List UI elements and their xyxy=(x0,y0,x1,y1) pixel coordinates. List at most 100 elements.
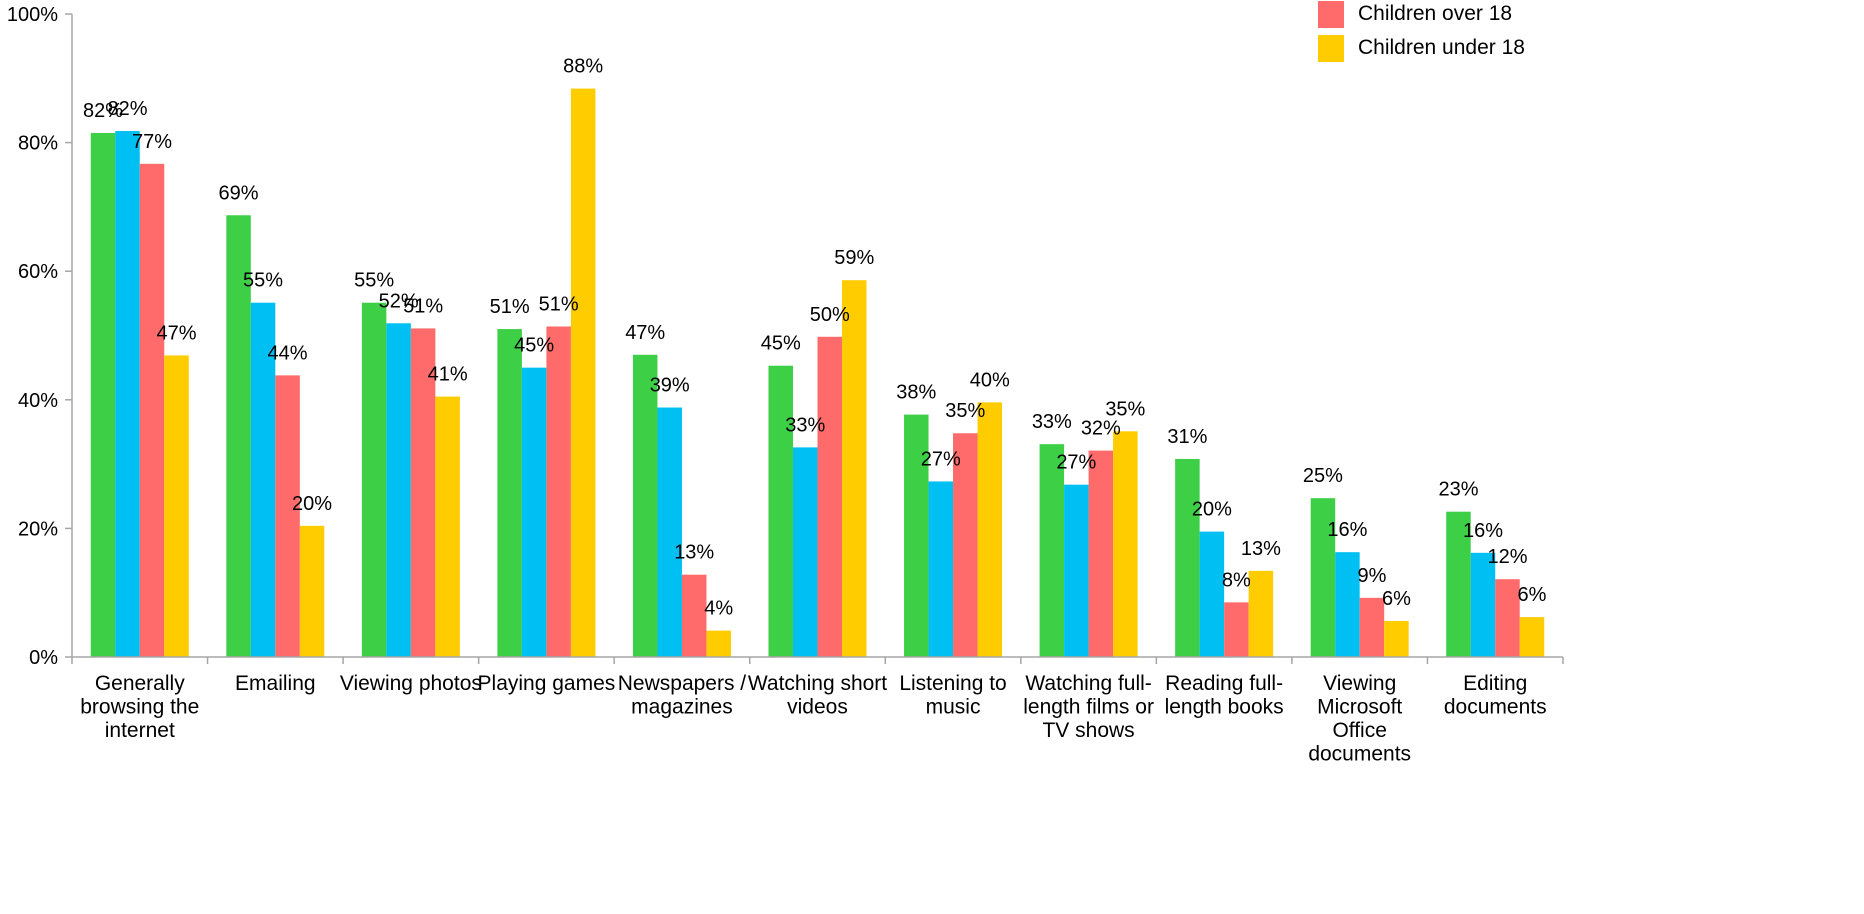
data-label: 16% xyxy=(1463,520,1503,542)
data-label: 33% xyxy=(785,414,825,436)
data-labels: 82%82%77%47%69%55%44%20%55%52%51%41%51%4… xyxy=(83,56,1547,620)
bar xyxy=(1088,450,1114,657)
x-category-label: music xyxy=(926,696,981,719)
data-label: 35% xyxy=(945,400,985,422)
x-category-label: Microsoft xyxy=(1317,696,1402,719)
legend: Children over 18 Children under 18 xyxy=(1318,1,1525,62)
bar xyxy=(1519,617,1545,657)
bar xyxy=(928,481,954,657)
bar xyxy=(706,630,731,657)
x-category-label: Watching full- xyxy=(1025,672,1151,695)
bar xyxy=(250,302,276,657)
bar xyxy=(953,433,978,657)
bar xyxy=(1113,431,1138,657)
y-tick-label: 60% xyxy=(18,261,58,283)
bar xyxy=(299,525,325,657)
data-label: 51% xyxy=(403,295,443,317)
data-label: 35% xyxy=(1105,398,1145,420)
data-label: 52% xyxy=(379,290,419,312)
bar xyxy=(275,375,300,657)
data-label: 9% xyxy=(1357,565,1386,587)
bars xyxy=(90,88,1545,657)
bar xyxy=(1446,511,1471,657)
y-tick-label: 100% xyxy=(7,4,58,26)
x-category-label: documents xyxy=(1444,696,1547,719)
data-label: 59% xyxy=(834,247,874,269)
data-label: 8% xyxy=(1222,569,1251,591)
data-label: 51% xyxy=(490,296,530,318)
bar xyxy=(1175,458,1200,657)
bar xyxy=(497,329,522,657)
y-tick-label: 0% xyxy=(29,647,58,669)
bar xyxy=(681,574,707,657)
bar xyxy=(904,414,929,657)
data-label: 47% xyxy=(625,322,665,344)
x-category-label: Reading full- xyxy=(1165,672,1283,695)
data-label: 6% xyxy=(1382,588,1411,610)
data-label: 45% xyxy=(514,335,554,357)
bar xyxy=(842,280,867,657)
bar xyxy=(817,336,842,657)
data-label: 4% xyxy=(704,598,733,620)
bar xyxy=(632,354,658,657)
y-tick-label: 80% xyxy=(18,133,58,155)
y-axis: 0% 20% 40% 60% 80% 100% xyxy=(7,4,73,669)
bar xyxy=(1470,552,1496,657)
x-category-label: Viewing xyxy=(1323,672,1396,695)
bar xyxy=(1335,552,1360,657)
bar xyxy=(521,367,547,657)
x-category-label: browsing the xyxy=(80,696,199,719)
data-label: 50% xyxy=(810,304,850,326)
x-category-label: Watching short xyxy=(748,672,887,695)
x-category-label: length books xyxy=(1165,696,1284,719)
data-label: 25% xyxy=(1303,465,1343,487)
x-category-label: length films or xyxy=(1023,696,1154,719)
bar xyxy=(164,355,189,657)
bar xyxy=(386,323,411,657)
bar xyxy=(1248,570,1274,657)
bar xyxy=(226,215,251,657)
x-category-label: documents xyxy=(1308,743,1411,766)
bar xyxy=(1359,597,1385,657)
bar xyxy=(410,328,436,657)
bar xyxy=(1064,484,1089,657)
x-category-label: Generally xyxy=(95,672,185,695)
data-label: 82% xyxy=(108,98,148,120)
data-label: 69% xyxy=(219,182,259,204)
data-label: 16% xyxy=(1327,519,1367,541)
x-category-label: Newspapers / xyxy=(618,672,747,695)
data-label: 6% xyxy=(1518,584,1547,606)
y-tick-label: 40% xyxy=(18,390,58,412)
data-label: 77% xyxy=(132,131,172,153)
x-category-label: Listening to xyxy=(899,672,1006,695)
x-category-label: internet xyxy=(105,719,175,742)
data-label: 41% xyxy=(428,364,468,386)
data-label: 55% xyxy=(354,270,394,292)
data-label: 55% xyxy=(243,270,283,292)
data-label: 20% xyxy=(292,493,332,515)
data-label: 32% xyxy=(1081,418,1121,440)
legend-swatch xyxy=(1318,35,1344,62)
data-label: 40% xyxy=(970,369,1010,391)
bar xyxy=(115,131,140,657)
data-label: 20% xyxy=(1192,499,1232,521)
bar xyxy=(1310,498,1336,657)
bar xyxy=(768,365,793,657)
x-category-label: videos xyxy=(787,696,848,719)
legend-swatch xyxy=(1318,1,1344,28)
bar xyxy=(793,447,818,657)
x-category-label: Editing xyxy=(1463,672,1527,695)
bar xyxy=(1039,444,1065,657)
data-label: 27% xyxy=(921,448,961,470)
legend-label: Children under 18 xyxy=(1358,36,1525,59)
bar xyxy=(657,407,682,657)
x-category-label: Playing games xyxy=(478,672,616,695)
bar xyxy=(977,402,1003,657)
data-label: 27% xyxy=(1056,452,1096,474)
data-label: 23% xyxy=(1438,479,1478,501)
data-label: 88% xyxy=(563,56,603,78)
legend-label: Children over 18 xyxy=(1358,2,1512,25)
